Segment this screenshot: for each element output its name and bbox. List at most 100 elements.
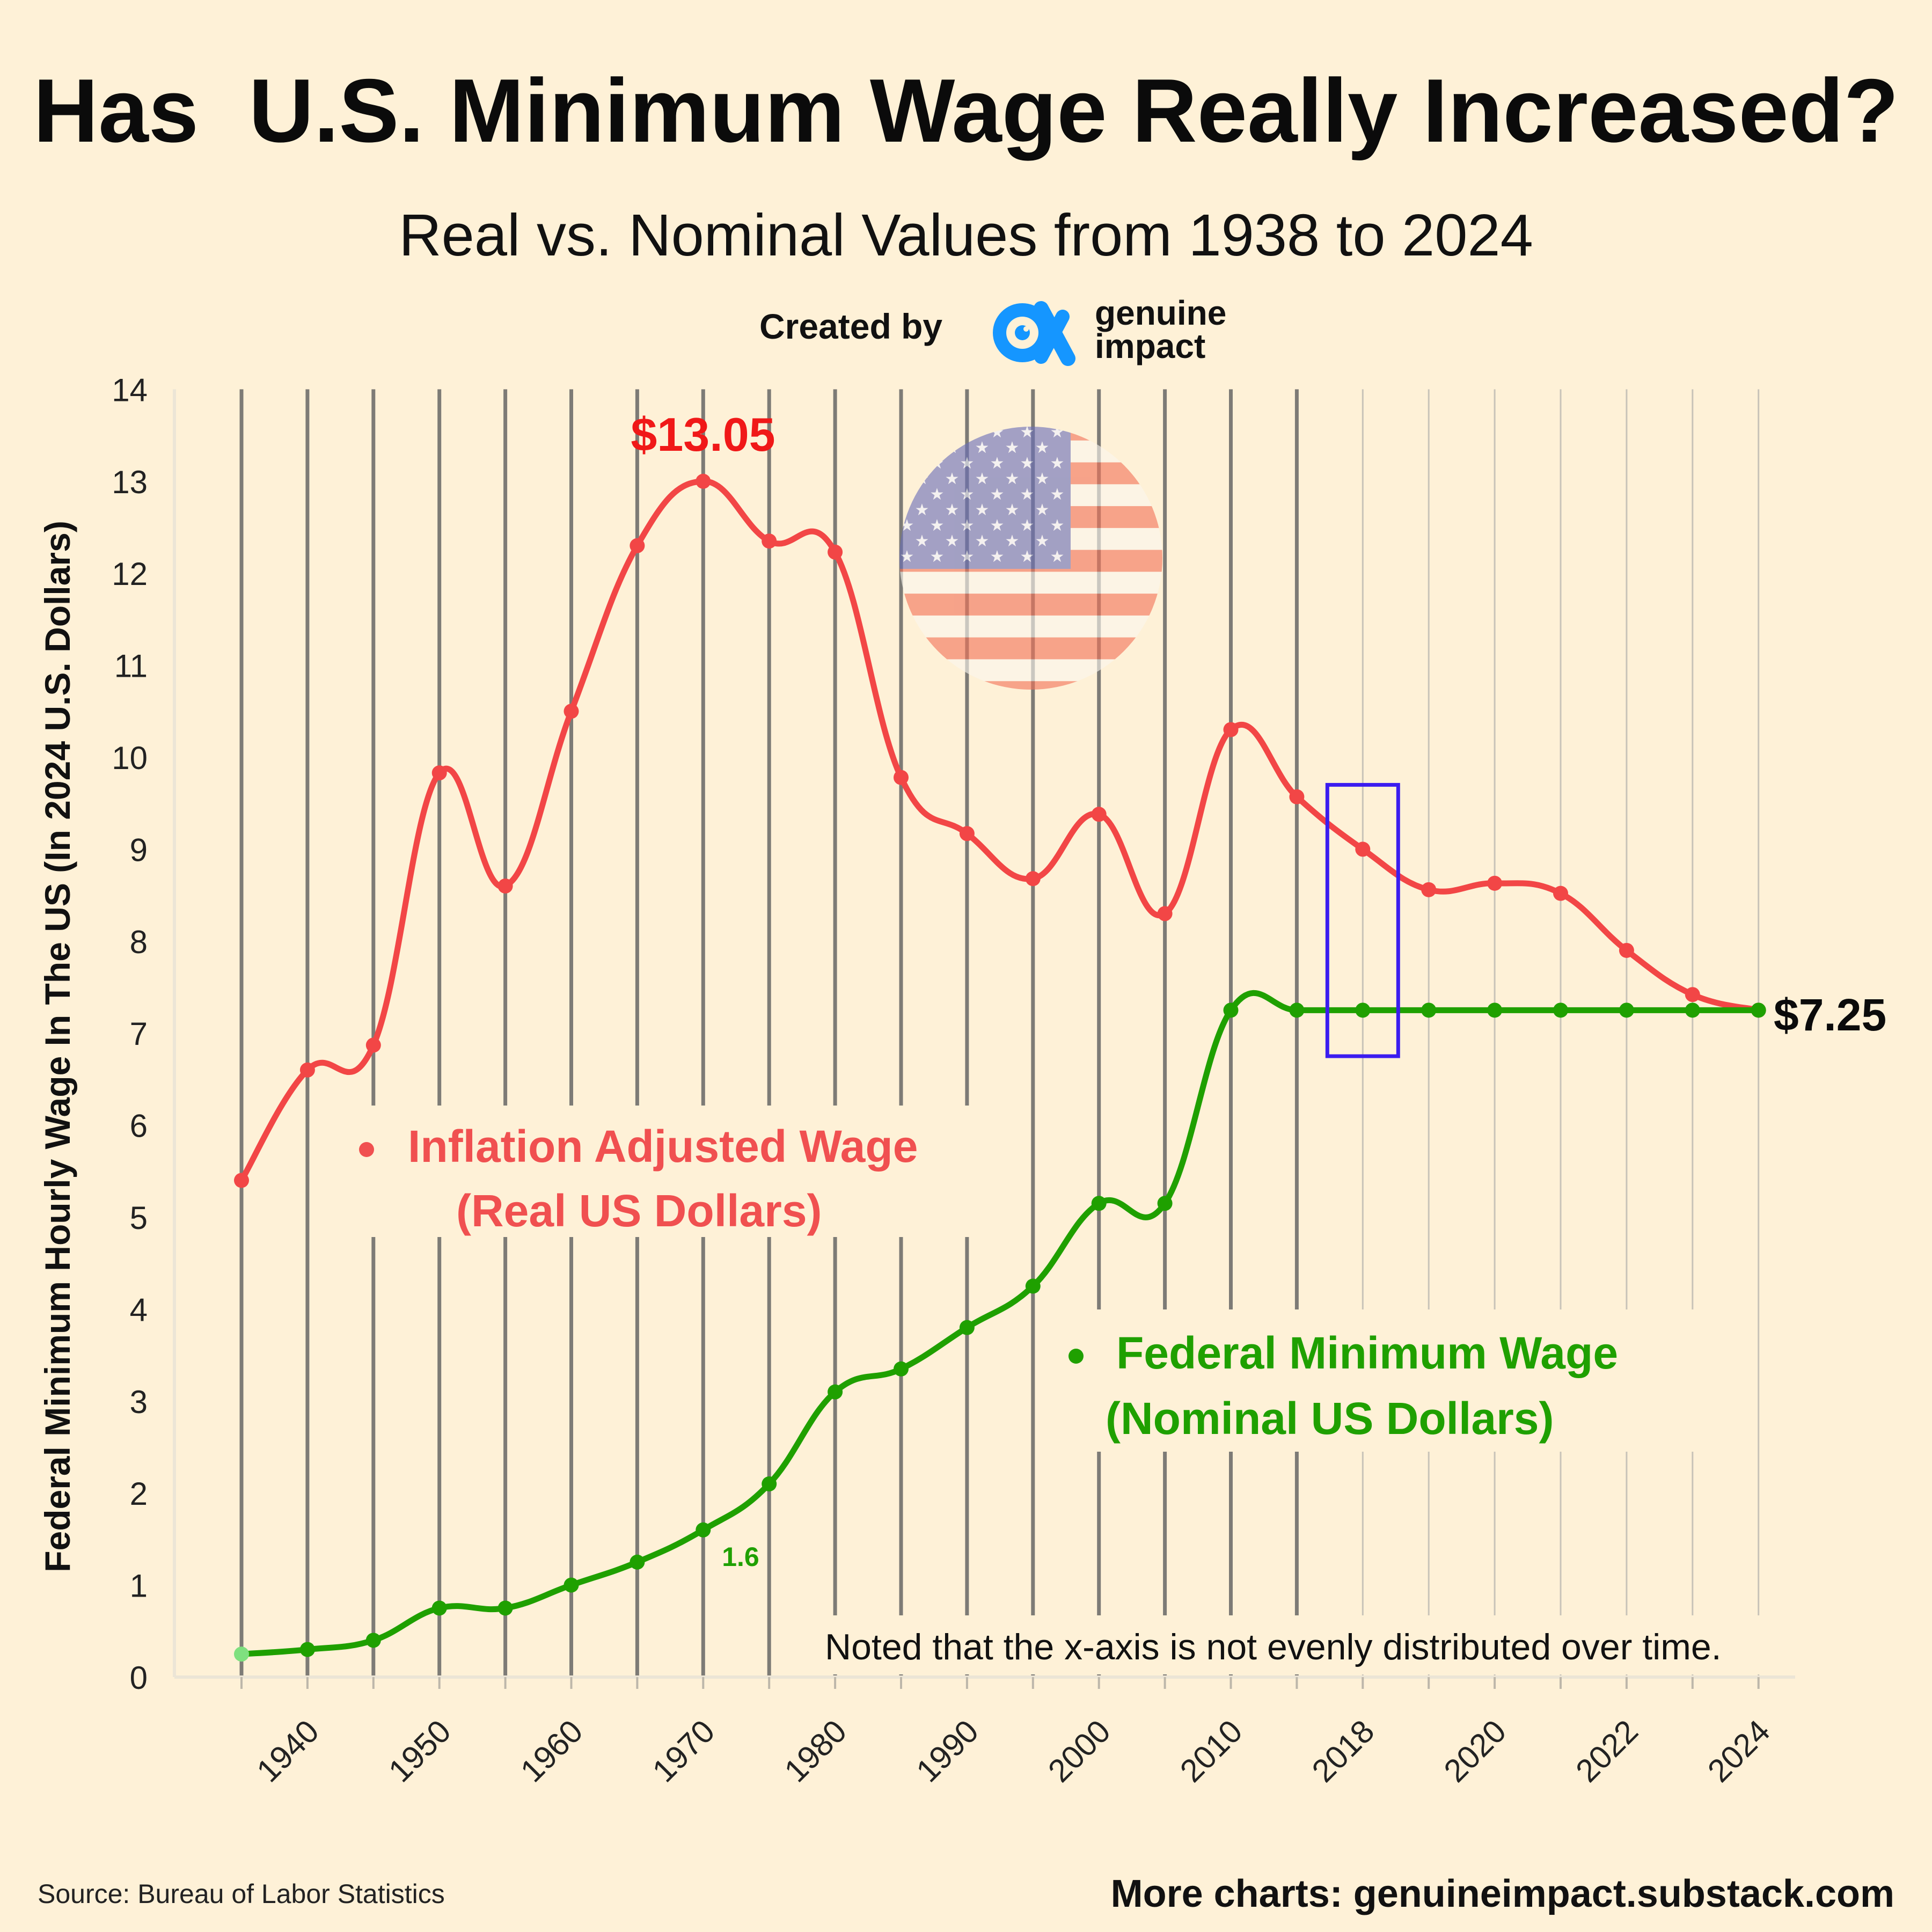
nominal-point-2024: [1751, 1002, 1766, 1018]
more-charts-link[interactable]: More charts: genuineimpact.substack.com: [1110, 1872, 1894, 1915]
flag-star-icon: ★: [945, 470, 960, 488]
nominal-point-2021: [1553, 1002, 1568, 1018]
real-legend-mask: [343, 1106, 987, 1237]
real-legend-dot: [359, 1142, 374, 1157]
real-point-1955: [497, 878, 513, 894]
real-point-1995: [1025, 871, 1041, 887]
genuine-impact-logo-icon: [993, 301, 1075, 366]
flag-star-icon: ★: [990, 516, 1005, 535]
flag-stripe: [899, 637, 1162, 660]
real-point-1975: [762, 533, 777, 549]
highlight-box-2018: [1325, 782, 1400, 1058]
y-tick-label-8: 8: [130, 924, 148, 960]
real-legend-line-1: Inflation Adjusted Wage: [408, 1121, 918, 1172]
us-flag-icon: ★ ★ ★ ★ ★★ ★ ★ ★ ★★ ★ ★ ★ ★ ★★ ★ ★ ★ ★★ ★ ★ ★ ★ ★★ ★ ★ ★ ★★ ★ ★ ★ ★ ★★ ★…: [899, 423, 1162, 690]
series: [234, 473, 1766, 1662]
x-tick-label-2024: 2024: [1701, 1713, 1777, 1789]
brand-name: genuine impact: [1095, 296, 1226, 363]
flag-star-icon: ★: [915, 532, 930, 551]
flag-star-icon: ★: [915, 501, 930, 519]
real-point-2010: [1223, 722, 1239, 737]
real-point-1985: [894, 770, 909, 785]
real-point-1945: [365, 1037, 381, 1053]
flag-star-icon: ★: [915, 470, 930, 488]
credit-block: Created by genuine impact: [751, 284, 1288, 370]
flag-star-icon: ★: [1005, 501, 1020, 519]
x-tick-label-1960: 1960: [514, 1713, 590, 1789]
nominal-point-1970: [696, 1522, 711, 1538]
x-tick-label-2020: 2020: [1437, 1713, 1513, 1789]
nominal-point-2005: [1157, 1196, 1173, 1211]
flag-star-icon: ★: [990, 454, 1005, 473]
real-point-2000: [1091, 807, 1107, 822]
flag-star-icon: ★: [960, 547, 975, 566]
brand-line-1: genuine: [1095, 294, 1227, 332]
flag-star-icon: ★: [1020, 547, 1035, 566]
nominal-point-2015: [1289, 1002, 1305, 1018]
flag-star-icon: ★: [1050, 423, 1065, 442]
real-point-2005: [1157, 906, 1173, 921]
real-point-2023: [1685, 987, 1700, 1002]
y-tick-label-12: 12: [112, 556, 148, 592]
nominal-point-2020: [1487, 1002, 1503, 1018]
flag-star-icon: ★: [960, 454, 975, 473]
x-tick-label-1990: 1990: [909, 1713, 985, 1789]
flag-star-icon: ★: [1020, 485, 1035, 504]
nominal-legend-line-1: Federal Minimum Wage: [1116, 1328, 1618, 1378]
nominal-1970-label: 1.6: [722, 1542, 759, 1572]
flag-star-icon: ★: [1050, 454, 1065, 473]
y-tick-label-9: 9: [130, 832, 148, 868]
flag-star-icon: ★: [1035, 438, 1050, 457]
nominal-point-1955: [497, 1600, 513, 1616]
nominal-point-1940: [299, 1642, 315, 1657]
y-tick-label-5: 5: [130, 1200, 148, 1236]
x-tick-label-2010: 2010: [1173, 1713, 1249, 1789]
real-wage-line: [238, 478, 1762, 1183]
x-tick-label-1970: 1970: [646, 1713, 722, 1789]
nominal-point-1975: [762, 1476, 777, 1492]
y-tick-label-11: 11: [114, 648, 148, 684]
flag-star-icon: ★: [960, 516, 975, 535]
flag-star-icon: ★: [1035, 470, 1050, 488]
flag-star-icon: ★: [1005, 438, 1020, 457]
y-tick-label-3: 3: [130, 1384, 148, 1420]
flag-star-icon: ★: [930, 516, 945, 535]
flag-star-icon: ★: [900, 547, 914, 566]
flag-star-icon: ★: [945, 532, 960, 551]
nominal-legend-dot: [1069, 1349, 1084, 1364]
chart-subtitle: Real vs. Nominal Values from 1938 to 202…: [399, 202, 1533, 268]
flag-star-icon: ★: [1050, 516, 1065, 535]
nominal-point-1985: [894, 1361, 909, 1377]
y-tick-label-0: 0: [130, 1660, 148, 1696]
flag-star-icon: ★: [975, 470, 990, 488]
y-tick-label-14: 14: [112, 372, 148, 408]
flag-star-icon: ★: [1005, 470, 1020, 488]
axis-note: Noted that the x-axis is not evenly dist…: [825, 1627, 1722, 1667]
flag-star-icon: ★: [990, 547, 1005, 566]
nominal-point-2000: [1091, 1196, 1107, 1211]
flag-star-icon: ★: [1035, 532, 1050, 551]
flag-star-icon: ★: [930, 454, 945, 473]
nominal-point-1950: [431, 1600, 447, 1616]
nominal-point-2010: [1223, 1002, 1239, 1018]
flag-star-icon: ★: [975, 532, 990, 551]
created-by-label: Created by: [759, 306, 943, 346]
nominal-point-2018: [1355, 1002, 1371, 1018]
x-tick-label-2018: 2018: [1305, 1713, 1381, 1789]
real-point-2015: [1289, 789, 1305, 804]
nominal-point-1980: [828, 1384, 843, 1400]
flag-star-icon: ★: [1035, 501, 1050, 519]
real-point-1965: [630, 538, 645, 553]
y-axis-label: Federal Minimum Hourly Wage In The US (I…: [38, 521, 77, 1572]
nominal-point-1938: [234, 1646, 249, 1662]
x-tick-label-1950: 1950: [382, 1713, 458, 1789]
flag-star-icon: ★: [915, 438, 930, 457]
nominal-point-1965: [630, 1554, 645, 1570]
nominal-point-1945: [365, 1633, 381, 1648]
flag-star-icon: ★: [975, 501, 990, 519]
brand-line-2: impact: [1095, 327, 1206, 365]
y-tick-label-6: 6: [130, 1108, 148, 1144]
flag-star-icon: ★: [945, 438, 960, 457]
flag-star-icon: ★: [975, 438, 990, 457]
x-tick-label-1940: 1940: [250, 1713, 326, 1789]
